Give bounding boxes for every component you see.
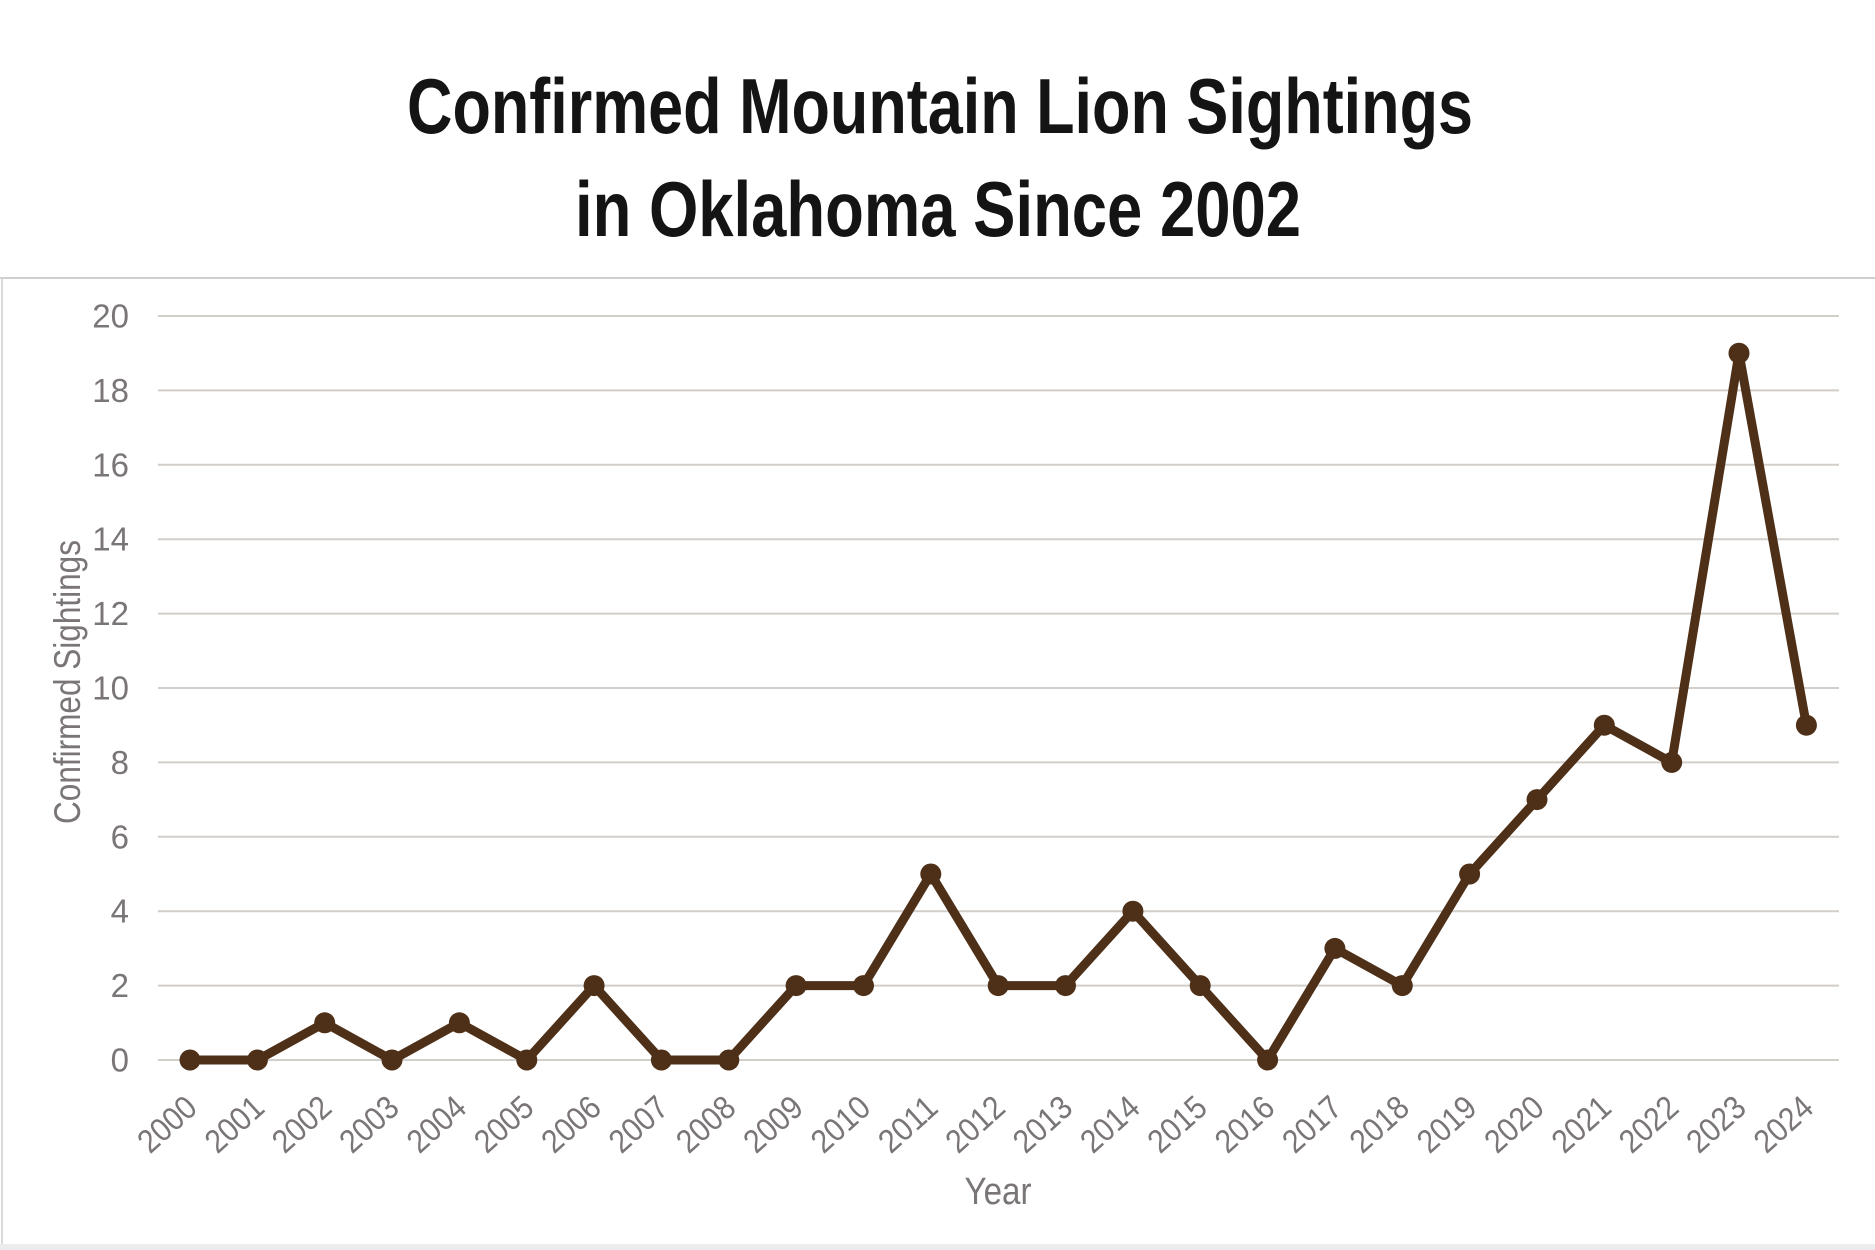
svg-text:14: 14 (92, 521, 129, 558)
svg-text:0: 0 (111, 1042, 129, 1079)
svg-text:12: 12 (92, 595, 129, 632)
svg-text:6: 6 (111, 818, 129, 855)
svg-text:Year: Year (965, 1171, 1032, 1213)
svg-text:10: 10 (92, 670, 129, 707)
svg-text:20: 20 (92, 298, 129, 335)
svg-text:Confirmed Mountain Lion Sighti: Confirmed Mountain Lion Sightings (407, 62, 1473, 150)
svg-text:16: 16 (92, 446, 129, 483)
svg-text:in Oklahoma Since 2002: in Oklahoma Since 2002 (575, 165, 1301, 253)
svg-text:2: 2 (111, 967, 129, 1004)
svg-text:18: 18 (92, 372, 129, 409)
svg-text:Confirmed Sightings: Confirmed Sightings (47, 540, 88, 824)
svg-text:4: 4 (111, 893, 129, 930)
svg-text:8: 8 (111, 744, 129, 781)
